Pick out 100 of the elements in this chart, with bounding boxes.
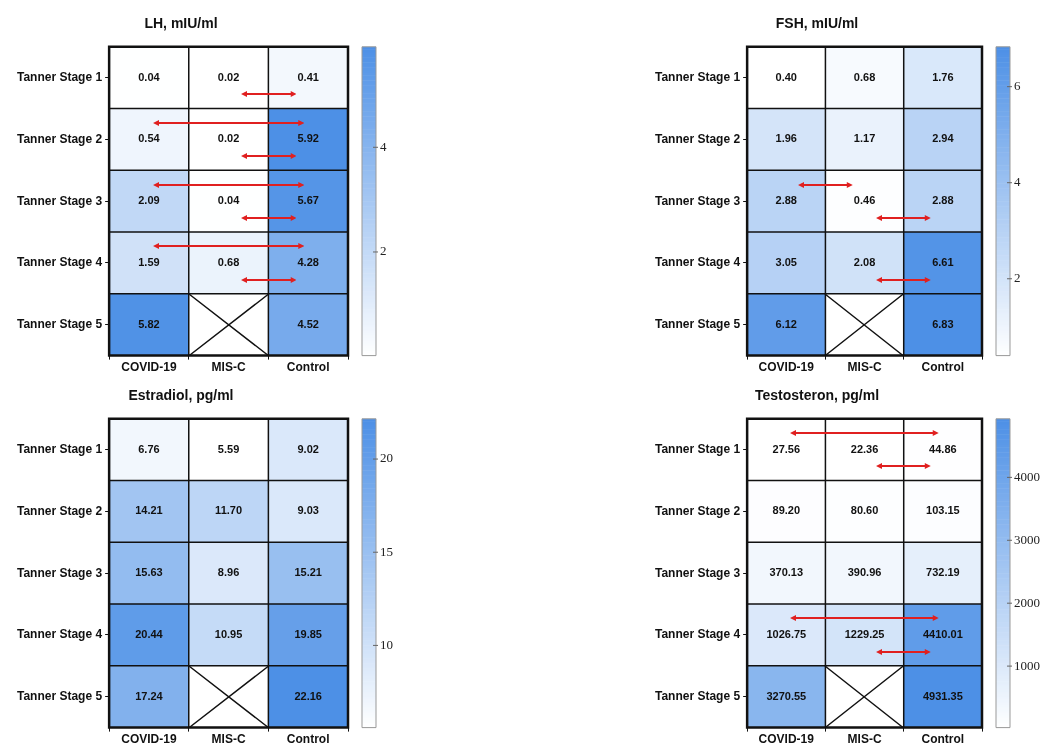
x-tick-label: MIS-C (847, 360, 882, 375)
data-label: 19.85 (294, 627, 322, 640)
x-tick-label: Control (921, 360, 965, 375)
data-label: 0.46 (853, 194, 876, 207)
data-label: 1.96 (775, 132, 797, 145)
data-label: 1.17 (853, 132, 876, 145)
y-tick-label: Tanner Stage 5 (655, 689, 741, 704)
data-label: 2.88 (932, 194, 954, 207)
data-label: 10.95 (214, 627, 243, 640)
data-label: 5.92 (297, 132, 319, 145)
data-label: 5.67 (297, 194, 319, 207)
data-label: 3.05 (775, 255, 797, 268)
data-label: 6.76 (138, 442, 160, 455)
chart-title: FSH, mIU/ml (775, 15, 859, 32)
chart-title: Testosteron, pg/ml (754, 387, 880, 404)
data-label: 2.08 (853, 255, 876, 268)
y-tick-label: Tanner Stage 2 (17, 503, 103, 518)
color-bar-label: 2000 (1014, 594, 1040, 610)
data-label: 4410.01 (922, 627, 963, 640)
data-label: 0.54 (138, 132, 161, 145)
data-label: 0.02 (217, 132, 240, 145)
data-label: 44.86 (929, 442, 957, 455)
x-tick-label: COVID-19 (758, 360, 815, 375)
data-label: 2.88 (775, 194, 797, 207)
y-tick-label: Tanner Stage 1 (655, 69, 741, 84)
y-tick-label: Tanner Stage 1 (17, 69, 103, 84)
data-label: 6.61 (932, 255, 954, 268)
y-tick-label: Tanner Stage 4 (655, 255, 741, 270)
color-bar-label: 4 (1014, 174, 1021, 190)
color-bar-label: 6 (1014, 78, 1021, 94)
x-tick-label: COVID-19 (121, 732, 177, 747)
x-tick-label: Control (286, 732, 330, 747)
data-label: 20.44 (135, 627, 164, 640)
color-bar-label: 10 (380, 636, 393, 652)
color-bar-label: 4 (380, 138, 387, 154)
chart-title: LH, mIU/ml (144, 15, 218, 32)
data-label: 22.36 (850, 442, 879, 455)
y-tick-label: Tanner Stage 1 (655, 441, 741, 456)
data-label: 370.13 (769, 566, 804, 579)
y-tick-label: Tanner Stage 4 (655, 627, 741, 642)
data-label: 0.04 (138, 70, 161, 83)
data-label: 22.16 (294, 689, 322, 702)
data-label: 9.02 (297, 442, 319, 455)
data-label: 0.40 (775, 70, 797, 83)
data-label: 0.68 (217, 255, 240, 268)
y-tick-label: Tanner Stage 4 (17, 627, 103, 642)
y-tick-label: Tanner Stage 4 (17, 255, 103, 270)
chart-title: Estradiol, pg/ml (128, 387, 234, 404)
data-label: 5.59 (217, 442, 240, 455)
y-tick-label: Tanner Stage 5 (17, 689, 103, 704)
data-label: 80.60 (850, 504, 879, 517)
y-tick-label: Tanner Stage 3 (655, 565, 741, 580)
data-label: 14.21 (135, 504, 163, 517)
y-tick-label: Tanner Stage 5 (655, 317, 741, 332)
data-label: 11.70 (215, 504, 243, 517)
data-label: 15.21 (294, 566, 322, 579)
color-bar-label: 2 (380, 243, 387, 259)
color-bar-label: 3000 (1014, 531, 1040, 547)
y-tick-label: Tanner Stage 2 (655, 131, 741, 146)
data-label: 732.19 (926, 566, 960, 579)
y-tick-label: Tanner Stage 1 (17, 441, 103, 456)
x-tick-label: Control (921, 732, 965, 747)
data-label: 6.83 (932, 317, 954, 330)
data-label: 4.52 (297, 317, 319, 330)
data-label: 2.94 (932, 132, 955, 145)
data-label: 4.28 (297, 255, 319, 268)
y-tick-label: Tanner Stage 3 (17, 193, 103, 208)
data-label: 1026.75 (766, 627, 807, 640)
data-label: 0.02 (217, 70, 240, 83)
color-bar-label: 4000 (1014, 468, 1040, 484)
data-label: 15.63 (135, 566, 163, 579)
data-label: 0.68 (853, 70, 876, 83)
x-tick-label: MIS-C (847, 732, 882, 747)
data-label: 1.59 (138, 255, 160, 268)
data-label: 5.82 (138, 317, 160, 330)
color-bar-label: 15 (380, 543, 393, 559)
data-label: 3270.55 (766, 689, 807, 702)
data-label: 27.56 (772, 442, 801, 455)
data-label: 1229.25 (844, 627, 885, 640)
data-label: 17.24 (135, 689, 164, 702)
y-tick-label: Tanner Stage 3 (17, 565, 103, 580)
color-bar-label: 2 (1014, 270, 1021, 286)
x-tick-label: Control (286, 360, 330, 375)
data-label: 0.41 (297, 70, 319, 83)
y-tick-label: Tanner Stage 2 (17, 131, 103, 146)
data-label: 6.12 (775, 317, 797, 330)
color-bar-label: 1000 (1014, 657, 1040, 673)
data-label: 9.03 (297, 504, 319, 517)
data-label: 0.04 (217, 194, 241, 207)
y-tick-label: Tanner Stage 5 (17, 317, 103, 332)
y-tick-label: Tanner Stage 2 (655, 503, 741, 518)
data-label: 1.76 (932, 70, 954, 83)
x-tick-label: COVID-19 (758, 732, 815, 747)
color-bar-label: 20 (380, 450, 393, 466)
data-label: 390.96 (847, 566, 882, 579)
y-tick-label: Tanner Stage 3 (655, 193, 741, 208)
x-tick-label: MIS-C (211, 732, 246, 747)
x-tick-label: COVID-19 (121, 360, 177, 375)
data-label: 2.09 (138, 194, 160, 207)
x-tick-label: MIS-C (211, 360, 246, 375)
